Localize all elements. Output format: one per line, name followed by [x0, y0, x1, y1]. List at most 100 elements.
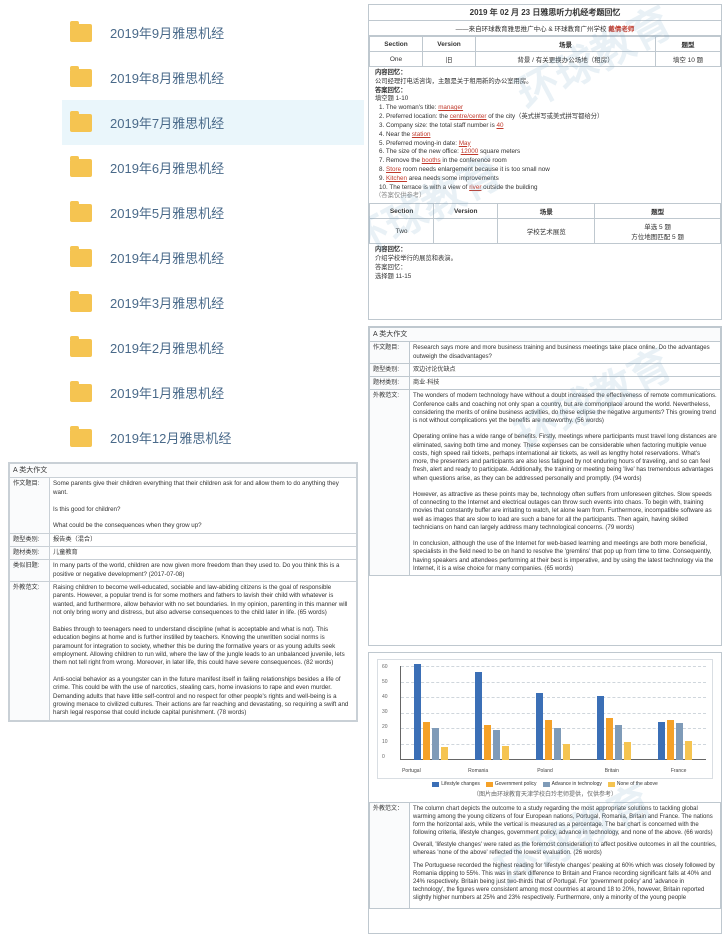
folder-row[interactable]: 2019年5月雅思机经	[62, 190, 364, 235]
folder-row[interactable]: 2019年6月雅思机经	[62, 145, 364, 190]
th: 题型	[595, 204, 721, 219]
p3-text: The column chart depicts the outcome to …	[410, 803, 721, 909]
folder-label: 2019年3月雅思机经	[110, 293, 224, 312]
bar	[667, 720, 674, 760]
folder-label: 2019年9月雅思机经	[110, 23, 224, 42]
p1-subtitle: ——来自环球教育雅思推广中心 & 环球教育广州学校 戴倩老师	[369, 21, 721, 36]
folder-icon	[70, 24, 92, 42]
folder-row[interactable]: 2019年3月雅思机经	[62, 280, 364, 325]
bar-group	[475, 672, 509, 760]
folder-label: 2019年4月雅思机经	[110, 248, 224, 267]
doc1-label: 作文题目:	[10, 478, 50, 533]
legend: Lifestyle changes Government policy Advanc…	[377, 781, 713, 787]
bar	[441, 747, 448, 760]
xtick: Britain	[587, 768, 637, 774]
td: 单选 5 题方位地图匹配 5 题	[595, 219, 721, 244]
legend-item: None of the above	[608, 781, 658, 787]
ytick: 40	[382, 694, 388, 700]
bar-chart: 0102030405060PortugalRomaniaPolandBritai…	[377, 659, 713, 779]
folder-icon	[70, 429, 92, 447]
fill-item: 2. Preferred location: the centre/center…	[379, 113, 715, 122]
p2-text: 双边讨论优缺点	[410, 363, 721, 376]
doc1-text: Raising children to become well-educated…	[50, 582, 357, 721]
fill-item: 10. The terrace is with a view of river …	[379, 184, 715, 193]
p2-label: 外教范文:	[370, 390, 410, 576]
doc1-label: 外教范文:	[10, 582, 50, 721]
folder-row[interactable]: 2019年4月雅思机经	[62, 235, 364, 280]
bar	[493, 730, 500, 760]
content-label: 内容回忆：	[375, 246, 406, 253]
bar-group	[658, 720, 692, 760]
bar	[597, 696, 604, 760]
th: 题型	[656, 37, 721, 52]
td: Two	[370, 219, 434, 244]
folder-icon	[70, 294, 92, 312]
xtick: Portugal	[386, 768, 436, 774]
p2-label: 题型类别:	[370, 363, 410, 376]
bar	[685, 741, 692, 760]
bar	[563, 744, 570, 760]
folder-label: 2019年2月雅思机经	[110, 338, 224, 357]
doc1-label: 题型类别:	[10, 533, 50, 546]
fill-item: 7. Remove the booths in the conference r…	[379, 157, 715, 166]
folder-icon	[70, 69, 92, 87]
doc1-text: 报告类（混合）	[50, 533, 357, 546]
folder-row[interactable]: 2019年1月雅思机经	[62, 370, 364, 415]
ytick: 50	[382, 679, 388, 685]
fill-label: 填空题 1-10	[375, 95, 408, 102]
fill-item: 4. Near the station	[379, 131, 715, 140]
bar-group	[536, 693, 570, 760]
fill-item: 6. The size of the new office: 12000 squ…	[379, 148, 715, 157]
legend-item: Advance in technology	[543, 781, 602, 787]
folder-icon	[70, 204, 92, 222]
bar	[658, 722, 665, 760]
fill-item: 3. Company size: the total staff number …	[379, 122, 715, 131]
legend-item: Lifestyle changes	[432, 781, 480, 787]
p2-text: The wonders of modern technology have wi…	[410, 390, 721, 576]
note: （答案仅供参考）	[375, 192, 715, 201]
answer-label: 答案回忆：	[375, 87, 406, 94]
bar	[414, 664, 421, 760]
th: Section	[370, 37, 423, 52]
folder-row[interactable]: 2019年7月雅思机经	[62, 100, 364, 145]
bar	[484, 725, 491, 760]
folder-row[interactable]: 2019年2月雅思机经	[62, 325, 364, 370]
bar	[606, 718, 613, 760]
doc1-label: 类似旧题:	[10, 560, 50, 582]
th: Version	[423, 37, 476, 52]
p1-title: 2019 年 02 月 23 日雅思听力机经考题回忆	[369, 5, 721, 21]
p3-label: 外教范文：	[370, 803, 410, 909]
p2-header: A 类大作文	[370, 328, 721, 342]
fill-item: 8. Store room needs enlargement because …	[379, 166, 715, 175]
folder-row[interactable]: 2019年12月雅思机经	[62, 415, 364, 460]
folder-label: 2019年12月雅思机经	[110, 428, 231, 447]
folder-row[interactable]: 2019年8月雅思机经	[62, 55, 364, 100]
xtick: France	[654, 768, 704, 774]
folder-label: 2019年5月雅思机经	[110, 203, 224, 222]
folder-icon	[70, 384, 92, 402]
xtick: Romania	[453, 768, 503, 774]
doc1-text: In many parts of the world, children are…	[50, 560, 357, 582]
folder-icon	[70, 249, 92, 267]
td	[434, 219, 498, 244]
content: 公司经理打电话咨询，主题是关于租用新的办公室用房。	[375, 78, 532, 85]
th: 场景	[476, 37, 656, 52]
bar-group	[597, 696, 631, 760]
folder-icon	[70, 339, 92, 357]
th: 场景	[498, 204, 595, 219]
folder-row[interactable]: 2019年9月雅思机经	[62, 10, 364, 55]
bar	[545, 720, 552, 760]
folder-icon	[70, 159, 92, 177]
td: One	[370, 52, 423, 67]
fill-item: 1. The woman's title: manager	[379, 104, 715, 113]
legend-item: Government policy	[486, 781, 537, 787]
folder-icon	[70, 114, 92, 132]
ans2: 答案回忆：选择题 11-15	[375, 264, 411, 280]
p2-label: 题材类别:	[370, 377, 410, 390]
ytick: 30	[382, 709, 388, 715]
td: 填空 10 题	[656, 52, 721, 67]
bar	[475, 672, 482, 760]
bar	[615, 725, 622, 760]
ytick: 20	[382, 724, 388, 730]
bar-group	[414, 664, 448, 760]
